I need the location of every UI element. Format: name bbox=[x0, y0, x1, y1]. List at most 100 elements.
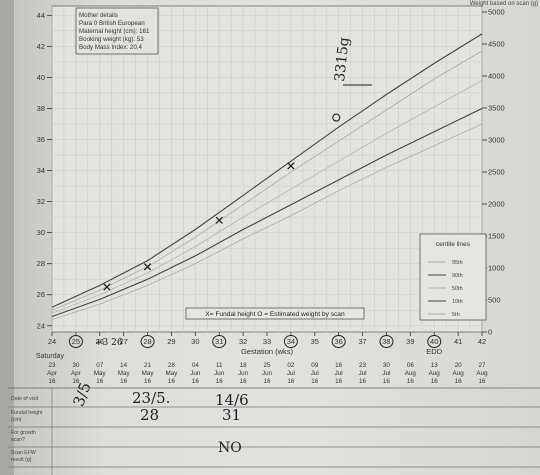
legend-label-5th: 5th bbox=[452, 312, 460, 318]
fundal-height-2: 28 bbox=[140, 406, 159, 424]
y-tick-label: 36 bbox=[37, 135, 45, 144]
date-cell: Jun bbox=[262, 370, 273, 377]
date-cell: Jul bbox=[359, 370, 367, 377]
date-cell: Jul bbox=[287, 370, 295, 377]
date-cell: 27 bbox=[478, 362, 486, 369]
y2-tick-label: 5000 bbox=[488, 8, 505, 17]
date-cell: 13 bbox=[431, 362, 439, 369]
date-row-label: Saturday bbox=[36, 353, 65, 360]
x-tick-circle bbox=[283, 335, 298, 348]
x-tick-label: 31 bbox=[215, 337, 223, 346]
x-tick-label: 26 bbox=[96, 337, 104, 346]
fundal-height-3: 31 bbox=[222, 406, 241, 424]
x-tick-label: 27 bbox=[119, 337, 127, 346]
date-cell: 23 bbox=[48, 362, 56, 369]
date-cell: 30 bbox=[383, 362, 391, 369]
y-tick-label: 44 bbox=[37, 11, 45, 20]
y-tick-label: 42 bbox=[37, 42, 45, 51]
visit-date-3: 14/6 bbox=[215, 391, 249, 409]
x-tick-label: 33 bbox=[263, 337, 271, 346]
y-tick-label: 38 bbox=[37, 104, 45, 113]
date-cell: 16 bbox=[48, 378, 56, 385]
date-cell: 16 bbox=[335, 362, 343, 369]
date-cell: 09 bbox=[311, 362, 319, 369]
x-tick-circle bbox=[140, 335, 155, 348]
y2-tick-label: 3000 bbox=[488, 136, 505, 145]
date-cell: Apr bbox=[71, 370, 81, 377]
y2-tick-label: 500 bbox=[488, 296, 501, 305]
y-tick-label: 34 bbox=[37, 166, 45, 175]
date-cell: 16 bbox=[359, 378, 367, 385]
date-cell: 16 bbox=[335, 378, 343, 385]
x-axis-label: Gestation (wks) bbox=[241, 347, 294, 356]
date-cell: 28 bbox=[168, 362, 176, 369]
date-cell: May bbox=[165, 370, 178, 377]
x-tick-label: 42 bbox=[478, 337, 486, 346]
y-tick-label: 32 bbox=[37, 197, 45, 206]
x-tick-label: 30 bbox=[191, 337, 199, 346]
date-cell: May bbox=[142, 370, 155, 377]
scan-weight-note: 3315g bbox=[332, 36, 353, 82]
row-scan-efw: Scan EFW result (g) bbox=[11, 450, 36, 463]
date-cell: 16 bbox=[144, 378, 152, 385]
date-cell: Jun bbox=[238, 370, 249, 377]
tick-handwriting: +3 26 bbox=[95, 338, 123, 348]
date-cell: 18 bbox=[240, 362, 248, 369]
x-tick-circle bbox=[331, 335, 346, 348]
date-cell: 16 bbox=[216, 378, 224, 385]
fundal-height-point bbox=[143, 263, 152, 271]
fundal-height-point bbox=[103, 283, 111, 291]
mother-details-box: Mother details Para 0 British European M… bbox=[75, 7, 159, 55]
fundal-height-mark bbox=[103, 283, 111, 291]
date-cell: 16 bbox=[407, 378, 415, 385]
date-cell: Aug bbox=[429, 370, 441, 377]
x-tick-circle bbox=[212, 335, 227, 348]
date-row: 23Apr1630Apr1607May1614May1621May1628May… bbox=[47, 362, 488, 385]
x-tick-label: 39 bbox=[406, 337, 414, 346]
growth-scan-3: NO bbox=[218, 440, 242, 456]
legend-label-95th: 95th bbox=[452, 260, 463, 266]
centile-line-50th bbox=[51, 80, 483, 314]
date-cell: 02 bbox=[287, 362, 295, 369]
date-cell: 30 bbox=[72, 362, 80, 369]
date-cell: 16 bbox=[478, 378, 486, 385]
visit-date-2: 23/5. bbox=[132, 389, 170, 407]
date-cell: 16 bbox=[168, 378, 176, 385]
date-cell: 04 bbox=[192, 362, 200, 369]
y2-tick-label: 2000 bbox=[488, 200, 505, 209]
visit-table: Date of visit Fundal height (cm) For grow… bbox=[8, 338, 540, 475]
x-tick-label: 35 bbox=[311, 337, 319, 346]
centile-line-90th bbox=[51, 33, 483, 308]
chart-marks bbox=[103, 113, 341, 291]
date-cell: 16 bbox=[311, 378, 319, 385]
scan-weight-point bbox=[332, 113, 341, 122]
date-cell: 23 bbox=[359, 362, 367, 369]
y2-tick-label: 1000 bbox=[488, 264, 505, 273]
date-cell: Jun bbox=[214, 370, 225, 377]
weight-axis-header: Weight based on scan (g) bbox=[470, 1, 538, 7]
x-tick-circle bbox=[379, 335, 394, 348]
x-tick-circle bbox=[427, 335, 442, 348]
y-tick-label: 40 bbox=[37, 73, 45, 82]
y2-tick-label: 3500 bbox=[488, 104, 505, 113]
centile-lines bbox=[51, 33, 483, 320]
fundal-height-point bbox=[215, 216, 223, 224]
date-cell: Aug bbox=[453, 370, 465, 377]
chart-axes: 24 26 28 30 32 34 36 38 40 42 44 0 500 1000 1500 2000 25… bbox=[37, 8, 505, 357]
date-cell: 16 bbox=[431, 378, 439, 385]
mother-details-bmi: Body Mass Index: 20.4 bbox=[79, 44, 143, 51]
x-tick-label: 25 bbox=[72, 337, 80, 346]
x-tick-label: 38 bbox=[382, 337, 390, 346]
chart-grid bbox=[51, 5, 483, 333]
edd-label: EDD bbox=[426, 347, 442, 356]
legend-label-10th: 10th bbox=[452, 299, 463, 305]
date-cell: 16 bbox=[192, 378, 200, 385]
date-cell: 16 bbox=[72, 378, 80, 385]
x-tick-label: 41 bbox=[454, 337, 462, 346]
date-cell: Jul bbox=[335, 370, 343, 377]
x-tick-label: 36 bbox=[334, 337, 342, 346]
fundal-height-mark bbox=[215, 216, 223, 224]
row-date-of-visit: Date of visit bbox=[11, 396, 39, 402]
